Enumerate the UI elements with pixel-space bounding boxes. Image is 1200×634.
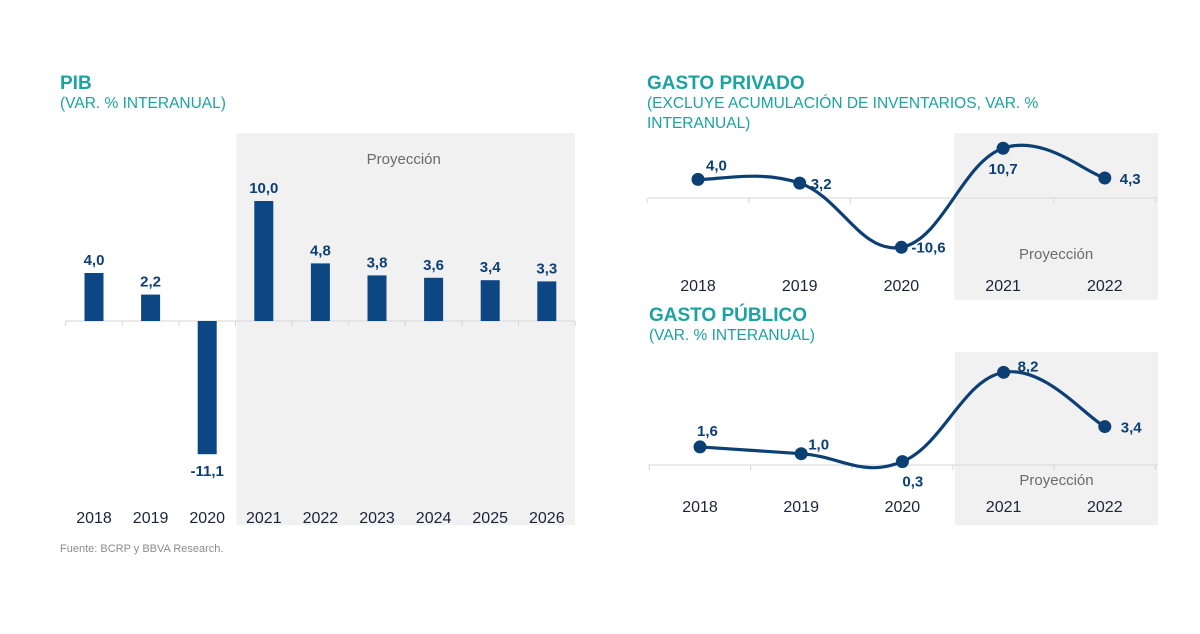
gasto-privado-projection-label: Proyección (1019, 246, 1093, 263)
pib-projection-label: Proyección (367, 151, 441, 168)
pib-title: PIB (60, 73, 92, 94)
pib-data-label: 10,0 (249, 180, 278, 197)
gasto-publico-data-label: 0,3 (902, 474, 923, 491)
pib-data-label: 3,4 (480, 259, 502, 276)
gasto-publico-point-2018 (693, 440, 707, 454)
pib-bar-2019 (141, 294, 161, 321)
pib-bar-2025 (480, 280, 500, 321)
gasto-publico-x-tick-label: 2020 (885, 499, 921, 516)
gasto-publico-x-tick-label: 2019 (783, 499, 819, 516)
gasto-publico-projection-area (955, 352, 1158, 525)
gasto-publico-point-2021 (997, 365, 1011, 379)
gasto-privado-x-tick-label: 2018 (680, 278, 716, 295)
gasto-privado-point-2021 (996, 141, 1010, 155)
gasto-publico-x-tick-label: 2022 (1087, 499, 1123, 516)
pib-bar-2024 (424, 277, 444, 321)
pib-data-label: 3,3 (536, 260, 557, 277)
pib-x-tick-label: 2025 (472, 510, 508, 527)
pib-projection-area (236, 133, 575, 525)
gasto-privado-projection-area (954, 133, 1158, 300)
gasto-publico-point-2022 (1098, 420, 1112, 434)
gasto-publico-point-2019 (794, 447, 808, 461)
pib-data-label: 2,2 (140, 274, 161, 291)
pib-x-tick-label: 2023 (359, 510, 395, 527)
gasto-privado-subtitle-line1: (EXCLUYE ACUMULACIÓN DE INVENTARIOS, VAR… (647, 95, 1039, 112)
gasto-publico-data-label: 3,4 (1121, 420, 1143, 437)
gasto-publico-x-tick-label: 2021 (986, 499, 1022, 516)
pib-data-label: 4,0 (84, 252, 105, 269)
gasto-privado-x-tick-label: 2022 (1087, 278, 1123, 295)
gasto-publico-data-label: 8,2 (1018, 358, 1039, 375)
gasto-privado-data-label: -10,6 (911, 239, 945, 256)
pib-bar-2022 (310, 263, 330, 321)
gasto-privado-data-label: 10,7 (988, 161, 1017, 178)
gasto-publico-data-label: 1,6 (697, 423, 718, 440)
pib-x-tick-label: 2022 (303, 510, 339, 527)
gasto-publico-point-2020 (895, 455, 909, 469)
pib-x-tick-label: 2026 (529, 510, 565, 527)
gasto-privado-point-2018 (691, 172, 705, 186)
gasto-publico-title: GASTO PÚBLICO (649, 305, 807, 326)
pib-data-label: -11,1 (191, 463, 224, 480)
gasto-privado-x-tick-label: 2021 (985, 278, 1021, 295)
source-note: Fuente: BCRP y BBVA Research. (60, 543, 224, 555)
gasto-privado-title: GASTO PRIVADO (647, 73, 805, 94)
gasto-publico-data-label: 1,0 (808, 437, 829, 454)
pib-bar-2026 (537, 281, 557, 321)
gasto-publico-projection-label: Proyección (1019, 472, 1093, 489)
pib-x-tick-label: 2021 (246, 510, 282, 527)
gasto-privado-data-label: 3,2 (811, 176, 832, 193)
pib-subtitle: (VAR. % INTERANUAL) (60, 95, 226, 112)
gasto-privado-point-2019 (793, 176, 807, 190)
gasto-publico-subtitle: (VAR. % INTERANUAL) (649, 327, 815, 344)
gasto-privado-point-2020 (894, 240, 908, 254)
pib-bar-2018 (84, 273, 104, 321)
pib-data-label: 3,6 (423, 257, 444, 274)
gasto-privado-subtitle-line2: INTERANUAL) (647, 115, 751, 132)
gasto-privado-data-label: 4,0 (706, 157, 727, 174)
pib-bar-2023 (367, 275, 387, 321)
pib-x-tick-label: 2024 (416, 510, 452, 527)
gasto-privado-point-2022 (1098, 171, 1112, 185)
pib-data-label: 3,8 (367, 254, 388, 271)
gasto-privado-x-tick-label: 2019 (782, 278, 818, 295)
gasto-privado-data-label: 4,3 (1120, 171, 1141, 188)
gasto-privado-x-tick-label: 2020 (884, 278, 920, 295)
pib-bar-2021 (254, 201, 274, 321)
pib-x-tick-label: 2019 (133, 510, 169, 527)
pib-x-tick-label: 2018 (76, 510, 112, 527)
pib-bar-2020 (197, 321, 217, 455)
gasto-publico-x-tick-label: 2018 (682, 499, 718, 516)
pib-data-label: 4,8 (310, 242, 331, 259)
pib-x-tick-label: 2020 (189, 510, 225, 527)
